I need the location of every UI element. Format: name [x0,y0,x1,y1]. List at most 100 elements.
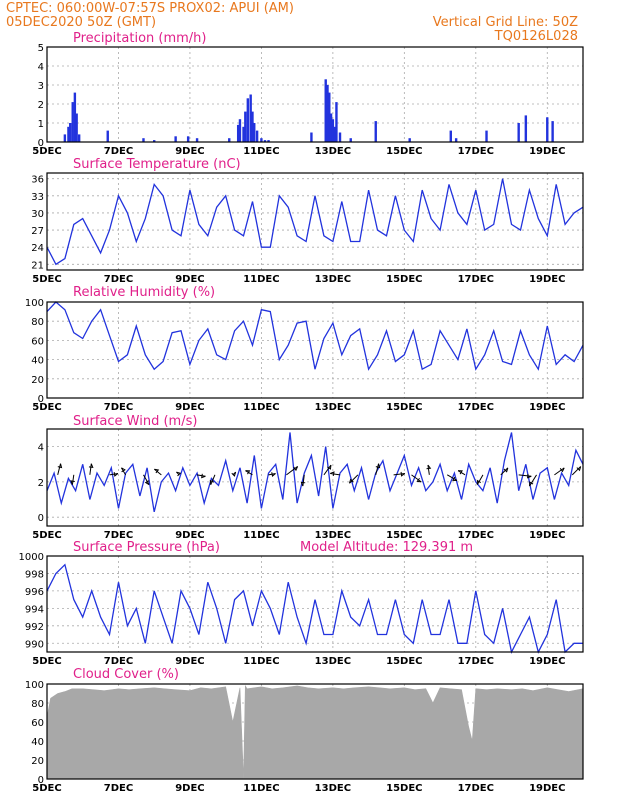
precip-bar [195,138,199,142]
precip-bar [331,119,335,142]
wind-arrowhead [526,473,532,479]
precip-bar [69,123,72,142]
panel-temperature: Surface Temperature (nC) 5DEC 7DEC 9DEC 11D… [31,157,584,285]
precip-bar [338,132,342,142]
x-tick-label: 11DEC [243,146,279,157]
plot-frame [46,301,584,399]
x-tick-label: 15DEC [386,274,422,285]
precip-bar [186,136,190,142]
y-tick-label: 990 [25,639,44,650]
wind-arrowhead [57,463,63,469]
y-tick-label: 30 [31,209,44,220]
x-tick-label: 11DEC [243,656,279,667]
y-tick-label: 60 [31,718,44,729]
y-tick-label: 992 [25,622,44,633]
y-tick-label: 100 [25,680,44,691]
wind-arrowhead [300,481,306,487]
plot-frame [46,46,584,143]
y-tick-label: 24 [31,243,44,254]
wind-arrowhead [144,480,150,486]
x-tick-label: 19DEC [529,656,565,667]
x-tick-label: 9DEC [175,530,204,541]
precip-bar [454,138,458,142]
x-tick-label: 13DEC [315,274,351,285]
x-tick-label: 17DEC [458,274,494,285]
y-tick-label: 20 [31,756,44,767]
x-tick-label: 17DEC [458,146,494,157]
precip-bar [374,121,377,142]
panel-title-humidity: Relative Humidity (%) [73,285,215,300]
wind-vector [89,463,92,475]
wind-arrowhead [559,467,565,473]
y-tick-label: 80 [31,317,44,328]
series-line [46,432,584,513]
y-tick-label: 1 [38,119,44,130]
precip-bar [77,134,81,142]
wind-arrowhead [327,464,332,470]
wind-plot: 5DEC 7DEC 9DEC 11DEC 13DEC 15DEC 17DEC 19DEC 0 2 4 [32,428,584,541]
precip-bar [242,126,245,142]
x-tick-label: 7DEC [104,656,133,667]
x-tick-label: 19DEC [529,146,565,157]
x-tick-label: 5DEC [32,274,61,285]
x-tick-label: 11DEC [243,274,279,285]
x-tick-label: 5DEC [32,656,61,667]
wind-arrowhead [201,473,206,479]
wind-vector [427,464,430,475]
panel-title-temperature: Surface Temperature (nC) [73,157,241,172]
wind-vector [375,463,380,475]
wind-vector [349,474,359,484]
wind-vector [446,474,458,481]
wind-vector [109,472,119,476]
wind-arrowhead [458,470,463,475]
panel-pressure: Surface Pressure (hPa) Model Altitude: 1… [19,540,584,667]
series-line [46,178,584,266]
wind-vector [120,467,127,476]
wind-arrowhead [245,470,251,475]
precip-bar [408,138,411,142]
precip-bar [310,132,313,142]
precip-bar [449,130,452,142]
x-tick-label: 5DEC [32,783,61,794]
precip-bar [267,140,270,142]
series-line [46,301,584,371]
header-model: TQ0126L028 [494,29,578,44]
precip-bar [63,134,67,142]
model-altitude: Model Altitude: 129.391 m [300,540,473,555]
wind-arrowhead [154,468,160,474]
wind-vector [457,470,466,476]
precip-bar [517,123,520,142]
precip-bar [236,124,240,142]
wind-arrowhead [349,478,354,484]
y-tick-label: 996 [25,587,44,598]
plot-frame [46,555,584,653]
x-tick-label: 7DEC [104,783,133,794]
wind-vector [500,467,509,476]
x-tick-label: 11DEC [243,402,279,413]
panel-title-wind: Surface Wind (m/s) [73,414,197,429]
panel-title-cloud: Cloud Cover (%) [73,667,179,682]
panel-precipitation: Precipitation (mm/h) 5DEC 7DEC 9DEC 11DEC 13… [32,31,584,157]
panel-humidity: Relative Humidity (%) 5DEC 7DEC 9DEC 11DEC 1… [25,285,584,413]
precip-bar [174,136,177,142]
precip-bar [228,138,231,142]
precip-bar [142,138,145,142]
precip-bar [324,79,327,142]
panel-title-precipitation: Precipitation (mm/h) [73,31,206,46]
x-tick-label: 5DEC [32,402,61,413]
y-tick-label: 20 [31,375,44,386]
y-tick-label: 0 [38,138,44,149]
y-tick-label: 60 [31,336,44,347]
y-tick-label: 80 [31,699,44,710]
wind-arrowhead [271,472,276,477]
x-tick-label: 19DEC [529,274,565,285]
wind-vector [196,474,206,477]
panel-cloud: Cloud Cover (%) 5DEC 7DEC 9DEC 11DEC 13DEC 15… [25,667,584,794]
precip-bar [349,138,352,142]
y-tick-label: 5 [38,43,44,54]
panel-title-pressure: Surface Pressure (hPa) [73,540,220,555]
precip-bar [251,111,254,142]
precip-bar [485,130,488,142]
x-tick-label: 15DEC [386,146,422,157]
x-tick-label: 9DEC [175,402,204,413]
